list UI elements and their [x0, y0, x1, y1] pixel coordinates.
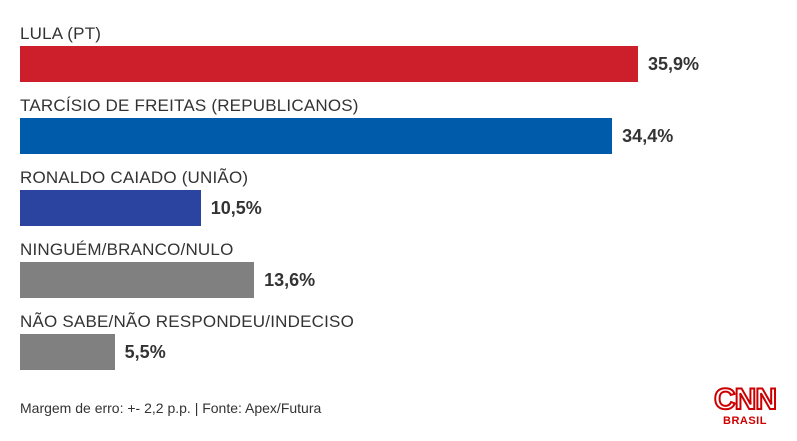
logo-subtitle: BRASIL [723, 415, 767, 427]
value-label: 34,4% [622, 126, 674, 146]
category-label: NÃO SABE/NÃO RESPONDEU/INDECISO [20, 312, 354, 331]
bar [20, 262, 255, 298]
bar-chart: LULA (PT) 35,9% TARCÍSIO DE FREITAS (REPUB… [20, 24, 700, 370]
logo-text: CNN [713, 383, 778, 417]
bar [20, 334, 115, 370]
category-label: LULA (PT) [20, 24, 102, 43]
value-label: 13,6% [264, 270, 316, 290]
category-label: TARCÍSIO DE FREITAS (REPUBLICANOS) [20, 96, 359, 115]
category-label: RONALDO CAIADO (UNIÃO) [20, 168, 249, 187]
source-note: Margem de erro: +- 2,2 p.p. | Fonte: Ape… [20, 400, 322, 416]
value-label: 10,5% [210, 198, 262, 218]
bar [20, 46, 638, 82]
bar [20, 118, 613, 154]
bar [20, 190, 201, 226]
value-label: 5,5% [124, 342, 166, 362]
value-label: 35,9% [648, 54, 700, 74]
category-label: NINGUÉM/BRANCO/NULO [20, 240, 234, 259]
cnn-brasil-logo: CNN BRASIL [705, 383, 785, 434]
